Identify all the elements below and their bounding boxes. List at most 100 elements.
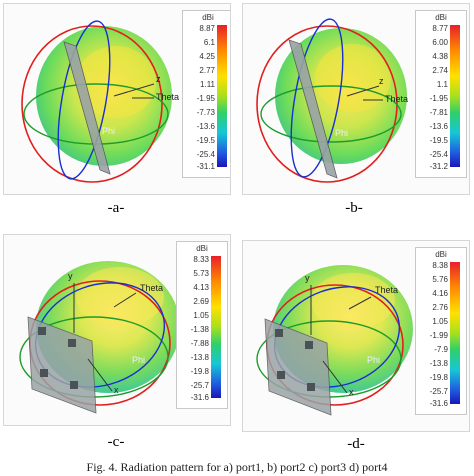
pattern-lobe-inner (311, 273, 395, 329)
scale-tick: -1.95 (196, 94, 215, 103)
scale-tick: 4.13 (193, 283, 209, 292)
theta-label: Theta (385, 94, 409, 104)
red-ring (21, 25, 163, 183)
scale-tick: 5.73 (193, 269, 209, 278)
antenna-element (305, 341, 313, 349)
radiation-3d-plot-d (256, 265, 413, 416)
scale-tick: 5.76 (432, 275, 448, 284)
radiation-3d-plot-a (21, 20, 172, 183)
scale-tick: -31.6 (190, 393, 209, 402)
scale-tick: -7.9 (434, 345, 448, 354)
scale-tick: -1.99 (429, 331, 448, 340)
scale-tick: -13.8 (429, 359, 448, 368)
panel-label-c: -c- (107, 434, 125, 450)
z-axis-arrow (346, 85, 380, 97)
pattern-lobe-inner (315, 44, 391, 112)
scale-gradient (217, 25, 227, 167)
antenna-element (40, 369, 48, 377)
scale-tick: -25.4 (196, 150, 215, 159)
antenna-substrate (63, 41, 111, 175)
pattern-lobe-inner (76, 267, 164, 327)
scale-tick: -31.2 (429, 162, 448, 171)
x-axis-label: x (114, 385, 119, 395)
scale-tick: 2.76 (432, 303, 448, 312)
z-axis-arrow (113, 83, 155, 97)
x-axis-arrow (87, 358, 113, 392)
y-axis-label: y (68, 271, 73, 281)
panel-label-a: -a- (107, 200, 125, 216)
scale-tick: 8.33 (193, 255, 209, 264)
scale-tick: -13.6 (429, 122, 448, 131)
theta-label: Theta (156, 92, 180, 102)
radiation-pattern-panel-d: y Theta Phi x dBi 8.38 5.76 4.16 2.76 1.… (242, 240, 470, 432)
scale-tick: -19.5 (196, 136, 215, 145)
panel-label-b: -b- (345, 200, 363, 216)
scale-tick: -7.81 (429, 108, 448, 117)
color-scale-c: dBi 8.33 5.73 4.13 2.69 1.05 -1.38 -7.88… (176, 241, 228, 409)
phi-label: Phi (132, 355, 146, 365)
radiation-pattern-panel-a: z Theta Phi dBi 8.87 6.1 4.25 2.77 1.11 … (3, 3, 231, 195)
radiation-pattern-panel-c: y Theta Phi x dBi 8.33 5.73 4.13 2.69 1.… (3, 234, 231, 426)
scale-tick: 6.1 (203, 38, 215, 47)
scale-tick: -31.1 (196, 162, 215, 171)
scale-tick: 6.00 (432, 38, 448, 47)
scale-tick: 4.25 (199, 52, 215, 61)
color-scale-b: dBi 8.77 6.00 4.38 2.74 1.1 -1.95 -7.81 … (415, 10, 467, 178)
z-axis-label: z (379, 76, 384, 86)
scale-tick: 4.16 (432, 289, 448, 298)
scale-gradient (450, 25, 460, 167)
scale-gradient (450, 262, 460, 404)
scale-unit: dBi (435, 13, 447, 22)
phi-label: Phi (335, 128, 349, 138)
scale-tick: 2.69 (193, 297, 209, 306)
radiation-3d-plot-b (256, 18, 407, 183)
scale-tick: 8.38 (432, 261, 448, 270)
scale-tick: -25.7 (429, 387, 448, 396)
radiation-3d-plot-c (19, 261, 180, 414)
blue-ring (290, 18, 344, 178)
x-axis-arrow (322, 360, 348, 394)
blue-ring (57, 20, 111, 180)
panel-label-d: -d- (347, 436, 365, 452)
y-axis-label: y (305, 273, 310, 283)
scale-tick: 8.87 (199, 24, 215, 33)
color-scale-d: dBi 8.38 5.76 4.16 2.76 1.05 -1.99 -7.9 … (415, 247, 467, 415)
scale-tick: -1.95 (429, 94, 448, 103)
z-axis-label: z (156, 74, 161, 84)
antenna-element (307, 383, 315, 391)
phi-label: Phi (367, 355, 381, 365)
antenna-element (277, 371, 285, 379)
antenna-element (70, 381, 78, 389)
theta-arrow (348, 296, 372, 310)
theta-label: Theta (140, 283, 164, 293)
antenna-element (38, 327, 46, 335)
scale-tick: -7.88 (190, 339, 209, 348)
antenna-substrate (27, 316, 97, 414)
color-scale-a: dBi 8.87 6.1 4.25 2.77 1.11 -1.95 -7.73 … (182, 10, 230, 178)
scale-tick: 1.1 (436, 80, 448, 89)
scale-tick: 1.11 (200, 80, 215, 89)
scale-tick: 2.77 (199, 66, 215, 75)
scale-tick: -13.8 (190, 353, 209, 362)
scale-tick: -1.38 (190, 325, 209, 334)
scale-unit: dBi (202, 13, 214, 22)
scale-tick: 4.38 (432, 52, 448, 61)
scale-tick: 1.05 (193, 311, 209, 320)
figure-caption: Fig. 4. Radiation pattern for a) port1, … (86, 460, 388, 474)
antenna-element (275, 329, 283, 337)
scale-tick: -13.6 (196, 122, 215, 131)
theta-label: Theta (375, 285, 399, 295)
scale-tick: 8.77 (432, 24, 448, 33)
scale-tick: -31.6 (429, 399, 448, 408)
theta-arrow (113, 292, 137, 308)
scale-tick: -19.8 (190, 367, 209, 376)
radiation-pattern-panel-b: z Theta Phi dBi 8.77 6.00 4.38 2.74 1.1 … (242, 3, 470, 195)
scale-tick: -7.73 (196, 108, 215, 117)
scale-unit: dBi (196, 244, 208, 253)
scale-tick: -19.5 (429, 136, 448, 145)
pattern-lobe-inner (76, 46, 156, 118)
scale-tick: -25.4 (429, 150, 448, 159)
scale-tick: -19.8 (429, 373, 448, 382)
scale-tick: 1.05 (432, 317, 448, 326)
x-axis-label: x (349, 387, 354, 397)
